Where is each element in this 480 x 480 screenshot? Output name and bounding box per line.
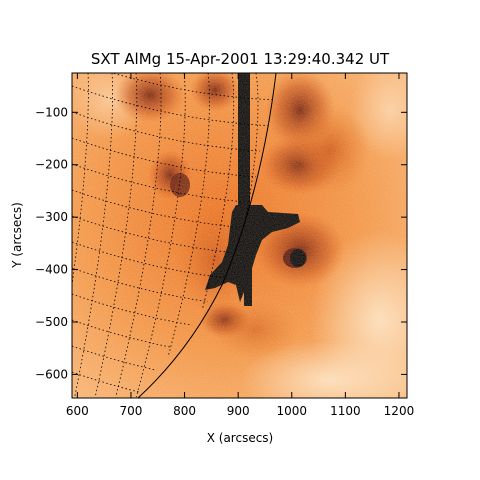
x-axis: 600 700 800 900 1000 1100 1200 bbox=[66, 73, 414, 418]
y-tick-label: −600 bbox=[35, 367, 68, 381]
latitude-line bbox=[72, 267, 209, 302]
longitude-line bbox=[94, 73, 138, 398]
y-tick-label: −200 bbox=[35, 158, 68, 172]
x-tick-label: 800 bbox=[173, 404, 196, 418]
x-tick-label: 1000 bbox=[276, 404, 307, 418]
x-tick-label: 700 bbox=[120, 404, 143, 418]
plot-title: SXT AlMg 15-Apr-2001 13:29:40.342 UT bbox=[91, 50, 390, 68]
y-tick-label: −400 bbox=[35, 263, 68, 277]
x-axis-label: X (arcsecs) bbox=[207, 431, 274, 445]
longitude-line bbox=[115, 73, 162, 398]
solar-image bbox=[72, 73, 407, 457]
x-tick-label: 1200 bbox=[384, 404, 415, 418]
latitude-line bbox=[72, 189, 241, 228]
latitude-line bbox=[72, 215, 233, 253]
latitude-line bbox=[72, 345, 157, 371]
longitude-line bbox=[135, 73, 186, 398]
plot-frame bbox=[71, 72, 408, 399]
latitude-line bbox=[72, 137, 257, 178]
y-tick-label: −500 bbox=[35, 315, 68, 329]
y-axis-label: Y (arcsecs) bbox=[10, 202, 24, 269]
heliographic-grid bbox=[72, 73, 273, 457]
longitude-line bbox=[72, 73, 89, 288]
x-tick-label: 900 bbox=[227, 404, 250, 418]
longitude-line bbox=[245, 73, 259, 218]
y-tick-label: −300 bbox=[35, 210, 68, 224]
solar-limb bbox=[137, 73, 277, 398]
x-tick-label: 600 bbox=[66, 404, 89, 418]
latitude-line bbox=[72, 111, 261, 152]
x-tick-label: 1100 bbox=[330, 404, 361, 418]
y-tick-label: −100 bbox=[35, 105, 68, 119]
y-axis: −100 −200 −300 −400 −500 −600 bbox=[35, 105, 407, 381]
latitude-line bbox=[72, 319, 173, 348]
latitude-line bbox=[72, 450, 92, 457]
latitude-line bbox=[72, 424, 108, 436]
